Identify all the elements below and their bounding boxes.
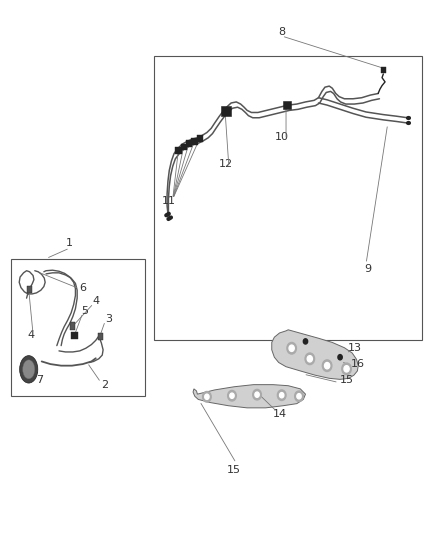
Text: 10: 10 xyxy=(275,132,289,142)
Bar xyxy=(283,101,291,109)
Text: 14: 14 xyxy=(272,409,286,419)
Text: 8: 8 xyxy=(278,27,285,37)
Bar xyxy=(221,106,231,116)
Bar xyxy=(175,147,182,154)
Text: 12: 12 xyxy=(219,159,233,168)
Bar xyxy=(71,332,78,340)
Text: 5: 5 xyxy=(81,306,88,316)
Text: 15: 15 xyxy=(339,375,353,385)
Text: 9: 9 xyxy=(364,264,372,274)
Circle shape xyxy=(295,391,304,401)
Circle shape xyxy=(287,342,297,354)
Circle shape xyxy=(289,345,294,351)
Circle shape xyxy=(277,390,286,400)
Circle shape xyxy=(307,356,312,362)
Bar xyxy=(191,138,198,144)
Bar xyxy=(197,135,203,142)
Circle shape xyxy=(202,392,211,402)
Text: 1: 1 xyxy=(66,238,73,248)
Circle shape xyxy=(342,363,351,375)
Circle shape xyxy=(304,339,307,344)
Circle shape xyxy=(279,393,284,398)
Circle shape xyxy=(297,393,301,399)
Circle shape xyxy=(344,366,349,372)
Bar xyxy=(154,55,422,341)
Text: 7: 7 xyxy=(36,375,43,385)
Circle shape xyxy=(230,393,234,398)
Text: 2: 2 xyxy=(101,380,108,390)
Text: 4: 4 xyxy=(92,296,99,306)
Text: 13: 13 xyxy=(348,343,362,353)
Text: 6: 6 xyxy=(79,282,86,293)
Bar xyxy=(70,322,75,330)
Bar xyxy=(11,259,145,395)
Circle shape xyxy=(253,390,261,400)
Circle shape xyxy=(228,391,236,401)
Ellipse shape xyxy=(20,356,38,383)
Circle shape xyxy=(325,362,330,369)
Text: 16: 16 xyxy=(350,359,364,369)
Ellipse shape xyxy=(23,360,35,379)
Polygon shape xyxy=(272,330,358,379)
Text: 15: 15 xyxy=(227,465,241,474)
Polygon shape xyxy=(193,385,305,408)
Circle shape xyxy=(255,392,259,397)
Circle shape xyxy=(305,353,314,365)
Bar xyxy=(27,286,32,293)
Bar xyxy=(180,143,187,150)
Bar xyxy=(98,334,103,341)
Text: 11: 11 xyxy=(162,196,176,206)
Bar xyxy=(381,67,386,74)
Circle shape xyxy=(322,360,332,372)
Text: 4: 4 xyxy=(27,330,35,340)
Circle shape xyxy=(338,354,342,360)
Text: 3: 3 xyxy=(105,314,112,324)
Bar xyxy=(186,140,192,147)
Circle shape xyxy=(205,394,209,399)
